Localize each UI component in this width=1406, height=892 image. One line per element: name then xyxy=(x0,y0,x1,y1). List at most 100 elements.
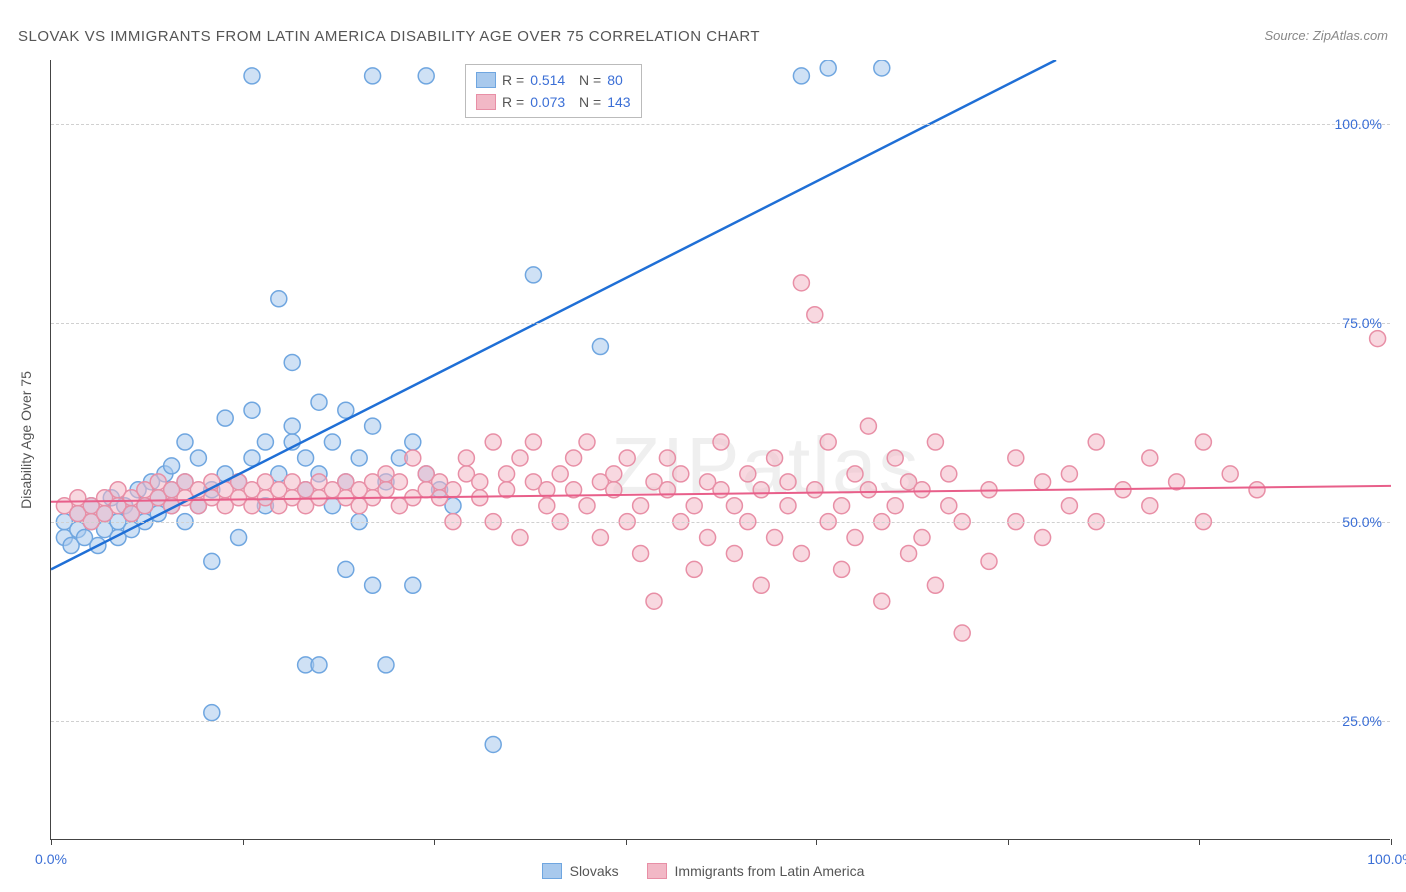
data-point xyxy=(927,434,943,450)
data-point xyxy=(807,307,823,323)
data-point xyxy=(686,561,702,577)
legend-row-1: R = 0.073 N = 143 xyxy=(476,91,631,113)
data-point xyxy=(860,418,876,434)
legend-n-value-0: 80 xyxy=(607,69,623,91)
data-point xyxy=(820,434,836,450)
data-point xyxy=(834,561,850,577)
data-point xyxy=(1142,450,1158,466)
legend-n-label: N = xyxy=(571,91,601,113)
data-point xyxy=(365,68,381,84)
legend-r-value-0: 0.514 xyxy=(530,69,565,91)
x-tick xyxy=(816,839,817,845)
data-point xyxy=(1035,474,1051,490)
data-point xyxy=(592,339,608,355)
x-tick xyxy=(434,839,435,845)
source-label: Source: ZipAtlas.com xyxy=(1264,28,1388,43)
data-point xyxy=(927,577,943,593)
data-point xyxy=(847,530,863,546)
data-point xyxy=(820,60,836,76)
data-point xyxy=(338,561,354,577)
legend-swatch-slovaks xyxy=(476,72,496,88)
data-point xyxy=(472,474,488,490)
legend-correlation: R = 0.514 N = 80 R = 0.073 N = 143 xyxy=(465,64,642,118)
data-point xyxy=(780,498,796,514)
x-tick xyxy=(1199,839,1200,845)
data-point xyxy=(753,577,769,593)
y-tick-label: 25.0% xyxy=(1342,713,1382,729)
x-tick xyxy=(1391,839,1392,845)
data-point xyxy=(458,450,474,466)
data-point xyxy=(901,545,917,561)
data-point xyxy=(217,410,233,426)
y-tick-label: 75.0% xyxy=(1342,315,1382,331)
data-point xyxy=(472,490,488,506)
data-point xyxy=(887,498,903,514)
data-point xyxy=(257,434,273,450)
data-point xyxy=(284,418,300,434)
gridline-h xyxy=(51,522,1390,523)
data-point xyxy=(351,450,367,466)
data-point xyxy=(579,498,595,514)
data-point xyxy=(512,530,528,546)
legend-bottom: Slovaks Immigrants from Latin America xyxy=(0,863,1406,882)
data-point xyxy=(284,354,300,370)
x-tick xyxy=(1008,839,1009,845)
legend-swatch-latin-icon xyxy=(647,863,667,879)
x-tick xyxy=(626,839,627,845)
data-point xyxy=(633,545,649,561)
scatter-plot-svg xyxy=(51,60,1391,840)
legend-r-label: R = xyxy=(502,69,524,91)
data-point xyxy=(311,394,327,410)
data-point xyxy=(740,466,756,482)
data-point xyxy=(954,625,970,641)
legend-label-1: Immigrants from Latin America xyxy=(675,863,865,879)
data-point xyxy=(525,267,541,283)
data-point xyxy=(405,577,421,593)
data-point xyxy=(365,418,381,434)
gridline-h xyxy=(51,323,1390,324)
data-point xyxy=(244,68,260,84)
data-point xyxy=(485,736,501,752)
data-point xyxy=(539,498,555,514)
data-point xyxy=(646,593,662,609)
data-point xyxy=(525,434,541,450)
data-point xyxy=(512,450,528,466)
data-point xyxy=(485,434,501,450)
y-axis-label: Disability Age Over 75 xyxy=(18,371,34,509)
data-point xyxy=(726,545,742,561)
data-point xyxy=(887,450,903,466)
data-point xyxy=(552,466,568,482)
legend-label-0: Slovaks xyxy=(570,863,619,879)
data-point xyxy=(271,291,287,307)
data-point xyxy=(753,482,769,498)
data-point xyxy=(204,705,220,721)
legend-item-latin: Immigrants from Latin America xyxy=(647,863,865,879)
data-point xyxy=(1088,434,1104,450)
data-point xyxy=(566,450,582,466)
data-point xyxy=(405,434,421,450)
data-point xyxy=(1061,498,1077,514)
data-point xyxy=(445,482,461,498)
data-point xyxy=(365,577,381,593)
data-point xyxy=(874,593,890,609)
chart-title: SLOVAK VS IMMIGRANTS FROM LATIN AMERICA … xyxy=(18,28,760,45)
data-point xyxy=(1249,482,1265,498)
data-point xyxy=(981,553,997,569)
data-point xyxy=(793,275,809,291)
data-point xyxy=(860,482,876,498)
data-point xyxy=(1008,450,1024,466)
data-point xyxy=(713,482,729,498)
data-point xyxy=(659,450,675,466)
data-point xyxy=(592,530,608,546)
y-tick-label: 100.0% xyxy=(1335,116,1382,132)
data-point xyxy=(1061,466,1077,482)
data-point xyxy=(834,498,850,514)
data-point xyxy=(324,434,340,450)
legend-r-label: R = xyxy=(502,91,524,113)
data-point xyxy=(1370,331,1386,347)
data-point xyxy=(793,545,809,561)
data-point xyxy=(673,466,689,482)
data-point xyxy=(941,466,957,482)
data-point xyxy=(579,434,595,450)
x-tick xyxy=(51,839,52,845)
